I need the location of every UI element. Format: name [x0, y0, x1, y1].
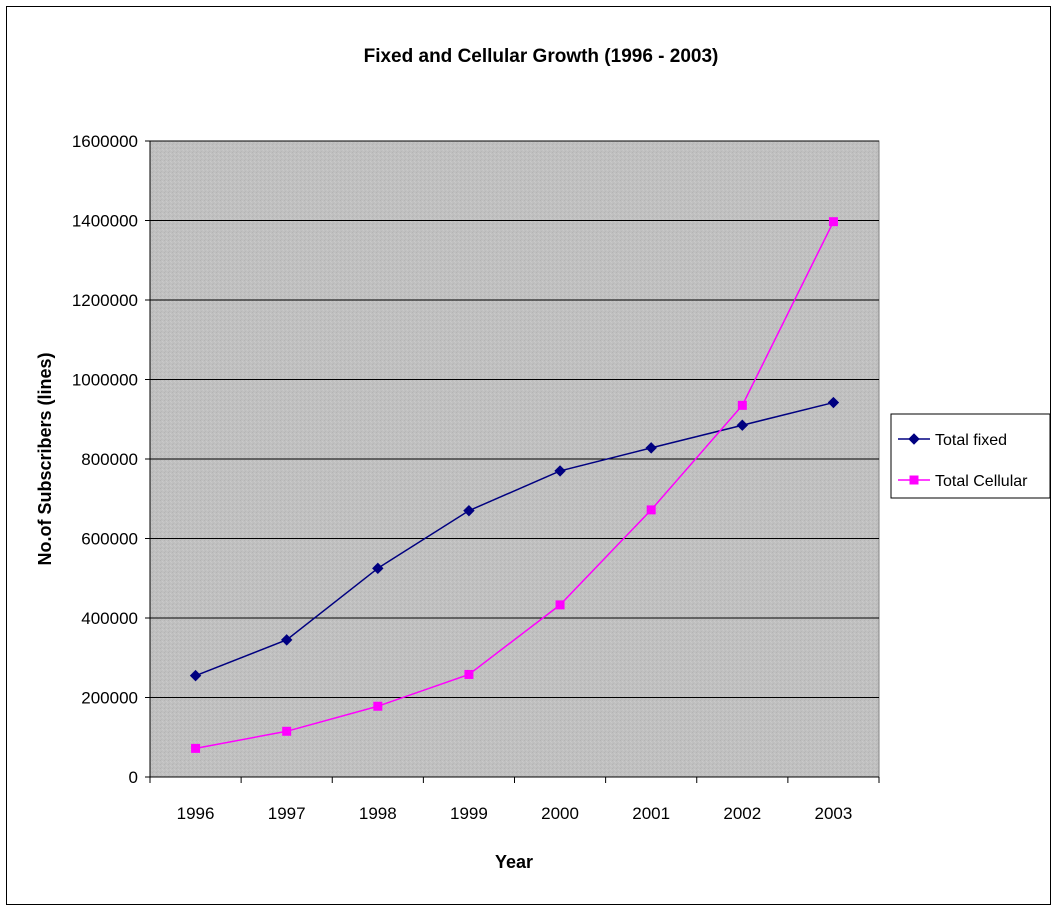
x-tick-label-2: 1998 [359, 804, 397, 823]
point-total-fixed-2000 [554, 465, 566, 477]
x-axis-ticks: 1996 1997 1998 1999 2000 2001 2002 2003 [149, 777, 880, 823]
series-layer [189, 217, 840, 753]
y-tick-label-2: 400000 [81, 609, 138, 628]
point-total-cellular-2001 [646, 505, 656, 515]
point-total-fixed-2003 [827, 396, 840, 409]
x-tick-label-1: 1997 [268, 804, 306, 823]
point-total-cellular-1998 [373, 701, 383, 711]
point-total-fixed-2002 [736, 419, 749, 431]
x-tick-label-3: 1999 [450, 804, 488, 823]
point-total-cellular-2000 [555, 600, 565, 610]
y-tick-label-5: 1000000 [72, 371, 138, 390]
y-tick-label-3: 600000 [81, 530, 138, 549]
x-tick-label-5: 2001 [632, 804, 670, 823]
point-total-cellular-1996 [191, 743, 201, 753]
y-tick-label-4: 800000 [81, 450, 138, 469]
legend-item-total-cellular: Total Cellular [898, 473, 1028, 490]
y-axis-ticks: 0 200000 400000 600000 800000 1000000 1200000 1… [72, 132, 150, 787]
x-tick-label-7: 2003 [815, 804, 853, 823]
y-axis-title: No.of Subscribers (lines) [35, 352, 55, 565]
series-total-fixed [189, 396, 840, 682]
gridlines [150, 140, 879, 698]
y-tick-label-7: 1400000 [72, 212, 138, 231]
x-tick-label-0: 1996 [177, 804, 215, 823]
legend-marker-total-fixed [908, 433, 920, 445]
x-tick-label-4: 2000 [541, 804, 579, 823]
point-total-fixed-1998 [372, 562, 384, 575]
series-total-cellular [191, 217, 838, 753]
x-axis-title: Year [495, 852, 533, 872]
point-total-fixed-1997 [280, 634, 293, 646]
legend: Total fixed Total Cellular [890, 413, 1051, 499]
chart-title: Fixed and Cellular Growth (1996 - 2003) [364, 46, 719, 67]
point-total-fixed-1999 [463, 504, 475, 517]
series-line-total-cellular [195, 221, 835, 750]
legend-label-total-fixed: Total fixed [935, 432, 1007, 449]
point-total-cellular-1999 [464, 669, 474, 679]
x-tick-label-6: 2002 [723, 804, 761, 823]
point-total-cellular-2002 [737, 400, 747, 410]
y-tick-label-0: 0 [129, 768, 138, 787]
legend-marker-total-cellular [909, 475, 919, 485]
series-line-total-fixed [195, 401, 834, 677]
point-total-fixed-1996 [189, 669, 202, 682]
y-tick-label-6: 1200000 [72, 291, 138, 310]
legend-label-total-cellular: Total Cellular [935, 473, 1028, 490]
y-tick-label-1: 200000 [81, 689, 138, 708]
legend-item-total-fixed: Total fixed [898, 432, 1007, 449]
point-total-fixed-2001 [645, 442, 657, 454]
y-tick-label-8: 1600000 [72, 132, 138, 151]
point-total-cellular-2003 [828, 217, 838, 227]
point-total-cellular-1997 [282, 726, 292, 736]
